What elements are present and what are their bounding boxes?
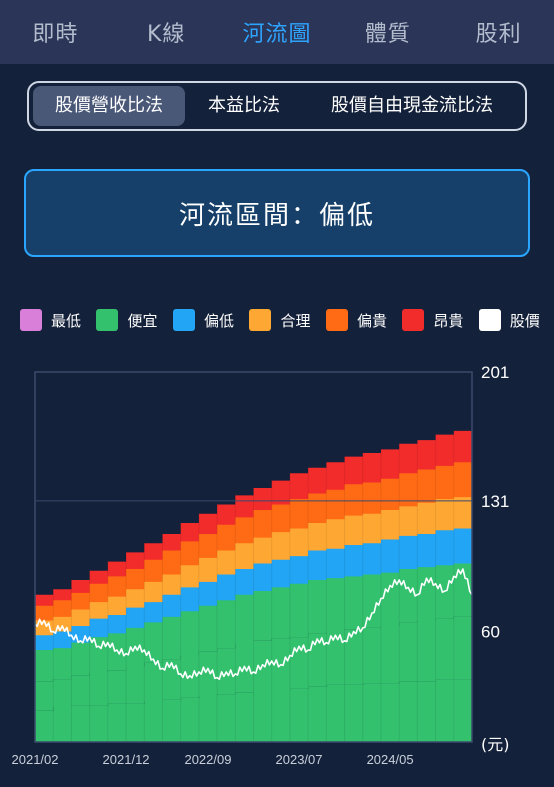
river-chart: 201 131 60 (元) 2021/02 2021/12 2022/09 2023/07 2… bbox=[12, 363, 510, 767]
y-tick-label: 201 bbox=[481, 363, 509, 382]
legend-swatch-pricey bbox=[325, 309, 348, 331]
method-pe-ratio[interactable]: 本益比法 bbox=[208, 95, 280, 116]
y-unit-label: (元) bbox=[481, 735, 510, 754]
x-tick-label: 2022/09 bbox=[184, 752, 231, 767]
tab-realtime[interactable]: 即時 bbox=[32, 22, 79, 47]
plot-border bbox=[34, 371, 473, 743]
legend-swatch-price bbox=[478, 309, 501, 331]
legend-label-low: 偏低 bbox=[203, 311, 234, 330]
legend-label-expensive: 昂貴 bbox=[433, 311, 464, 330]
tab-river-chart[interactable]: 河流圖 bbox=[242, 22, 312, 47]
legend-swatch-low bbox=[172, 309, 195, 331]
x-tick-label: 2021/12 bbox=[103, 752, 150, 767]
legend-swatch-lowest bbox=[20, 309, 42, 331]
tab-fundamentals[interactable]: 體質 bbox=[364, 22, 411, 47]
legend-item-expensive: 昂貴 bbox=[402, 309, 463, 331]
legend-swatch-cheap bbox=[96, 309, 119, 331]
top-navigation: 即時 K線 河流圖 體質 股利 bbox=[0, 0, 554, 64]
river-zone-panel: 河流區間：偏低 bbox=[24, 169, 530, 257]
legend-label-lowest: 最低 bbox=[51, 311, 82, 330]
legend-swatch-expensive bbox=[402, 309, 425, 331]
x-tick-label: 2021/02 bbox=[12, 752, 59, 767]
legend-item-fair: 合理 bbox=[249, 309, 310, 331]
legend-label-cheap: 便宜 bbox=[127, 311, 158, 330]
y-tick-label: 60 bbox=[481, 623, 500, 642]
price-line bbox=[34, 568, 473, 680]
legend-label-pricey: 偏貴 bbox=[356, 311, 387, 330]
tab-dividends[interactable]: 股利 bbox=[475, 22, 522, 47]
legend-item-low: 偏低 bbox=[172, 309, 234, 331]
chart-legend: 最低 便宜 偏低 合理 偏貴 昂貴 股價 bbox=[20, 307, 540, 333]
legend-item-price: 股價 bbox=[478, 309, 540, 331]
x-tick-label: 2024/05 bbox=[367, 752, 414, 767]
river-zone-text: 河流區間：偏低 bbox=[178, 200, 375, 231]
y-tick-label: 131 bbox=[481, 492, 509, 511]
legend-label-fair: 合理 bbox=[280, 311, 311, 330]
x-tick-label: 2023/07 bbox=[276, 752, 323, 767]
method-price-revenue-ratio[interactable]: 股價營收比法 bbox=[33, 86, 185, 126]
band-cheap-area-fill bbox=[35, 616, 473, 711]
valuation-method-selector: 股價營收比法 本益比法 股價自由現金流比法 bbox=[27, 81, 527, 131]
legend-item-lowest: 最低 bbox=[20, 309, 81, 331]
tab-kline[interactable]: K線 bbox=[146, 22, 186, 47]
legend-item-cheap: 便宜 bbox=[96, 309, 158, 331]
legend-label-price: 股價 bbox=[509, 311, 540, 330]
legend-swatch-fair bbox=[249, 309, 272, 331]
method-price-fcf-ratio[interactable]: 股價自由現金流比法 bbox=[331, 95, 493, 116]
legend-item-pricey: 偏貴 bbox=[325, 309, 387, 331]
